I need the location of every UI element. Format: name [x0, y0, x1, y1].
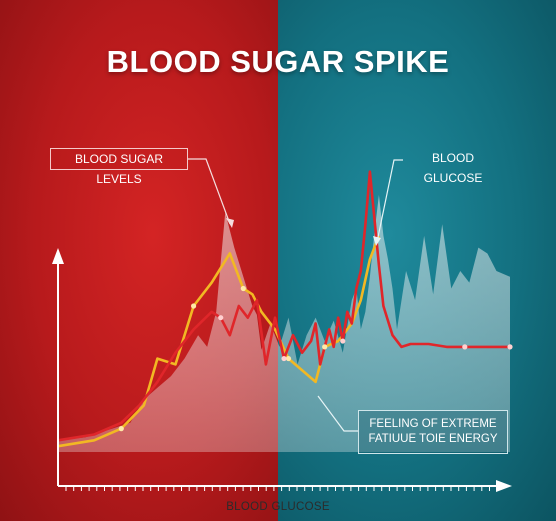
yellow-point-4 [322, 344, 328, 350]
connector-blood-glucose [376, 159, 403, 243]
red-point-1 [281, 355, 287, 362]
red-point-3 [462, 344, 468, 350]
x-tick-layer [65, 486, 490, 491]
red-point-2 [340, 338, 346, 344]
connector-arrow-left [226, 218, 234, 228]
callout-blood-sugar-levels: BLOOD SUGAR LEVELS [50, 148, 188, 186]
connector-blood-sugar-levels [188, 158, 231, 225]
axes-layer [52, 248, 512, 492]
x-axis-arrow [496, 480, 512, 492]
red-point-4 [507, 344, 513, 350]
line-layer [57, 170, 513, 448]
yellow-point-2 [240, 285, 246, 292]
callout-connectors [188, 158, 403, 432]
fatigue-line-2: FATIUUE TOIE ENERGY [368, 433, 498, 445]
x-axis-label: BLOOD GLUCOSE [226, 501, 330, 513]
connector-fatigue [317, 395, 358, 432]
glucose-area-layer [58, 195, 510, 453]
connector-arrow-right [373, 236, 381, 246]
yellow-point-3 [285, 355, 292, 362]
chart-title: BLOOD SUGAR SPIKE [106, 44, 450, 79]
yellow-point-0 [118, 426, 124, 432]
callout-blood-glucose: BLOOD GLUCOSE [423, 151, 483, 185]
callout-fatigue: FEELING OF EXTREME FATIUUE TOIE ENERGY [358, 410, 508, 454]
fatigue-line-1: FEELING OF EXTREME [369, 418, 497, 430]
glucose-area [58, 195, 510, 453]
y-axis-arrow [52, 248, 64, 264]
red-point-0 [218, 315, 224, 321]
yellow-point-1 [191, 303, 197, 309]
